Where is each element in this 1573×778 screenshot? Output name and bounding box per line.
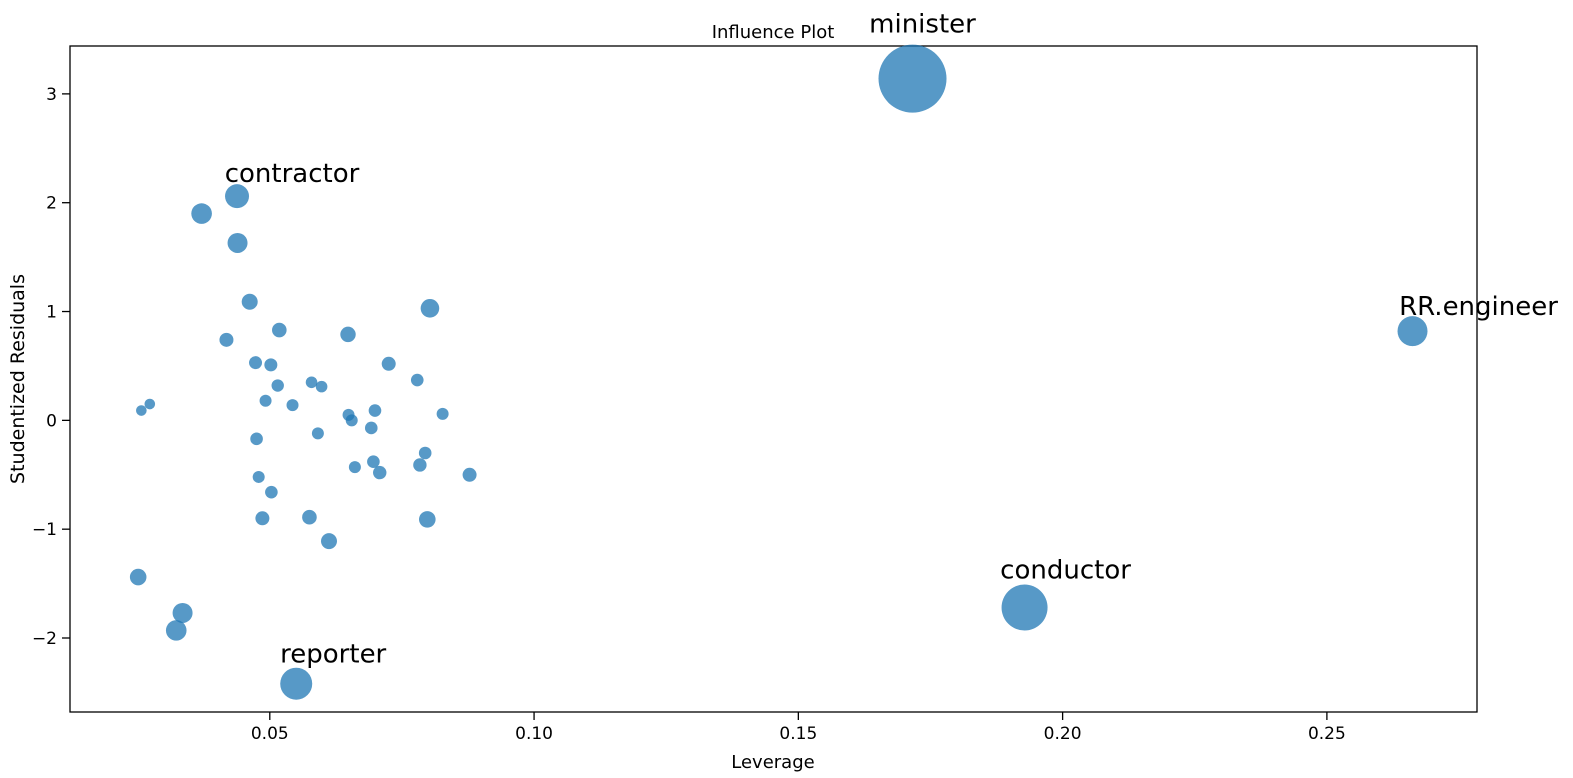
y-tick-label: 2: [46, 194, 57, 214]
point-label-contractor: contractor: [225, 159, 360, 189]
data-point-bubble: [305, 376, 318, 389]
data-point-bubble: [413, 458, 427, 472]
x-tick-label: 0.25: [1308, 724, 1346, 744]
x-tick-label: 0.10: [515, 724, 553, 744]
bubble-RR.engineer: [1397, 316, 1428, 347]
data-point-bubble: [418, 511, 436, 528]
data-point-bubble: [249, 356, 263, 370]
point-label-RR.engineer: RR.engineer: [1399, 292, 1558, 322]
data-point-bubble: [368, 404, 382, 417]
data-point-bubble: [462, 467, 477, 482]
data-point-bubble: [191, 203, 212, 224]
data-point-bubble: [410, 373, 424, 387]
data-point-bubble: [286, 399, 299, 412]
y-axis-label: Studentized Residuals: [7, 274, 29, 484]
axes-spines: [69, 45, 1478, 713]
data-point-bubble: [272, 322, 287, 338]
data-point-bubble: [436, 407, 449, 420]
data-point-bubble: [227, 232, 248, 253]
data-point-bubble: [265, 485, 278, 499]
data-point-bubble: [259, 394, 272, 407]
x-tick-label: 0.05: [251, 724, 289, 744]
x-tick-label: 0.20: [1044, 724, 1082, 744]
data-point-bubble: [271, 379, 284, 392]
data-point-bubble: [129, 568, 147, 586]
data-point-bubble: [345, 414, 358, 427]
bubble-reporter: [280, 667, 313, 700]
y-tick-label: 3: [46, 85, 57, 105]
data-point-bubble: [315, 380, 328, 393]
data-point-bubble: [302, 509, 317, 525]
data-point-bubble: [219, 332, 234, 347]
data-point-bubble: [165, 620, 187, 641]
axis-ticks: 0.05 0.10 0.15 0.20 0.25 −2 −1 0 1 2 3: [32, 85, 1346, 744]
data-point-bubble: [420, 298, 440, 318]
data-point-bubble: [340, 326, 356, 343]
x-axis-label: Leverage: [731, 752, 814, 773]
chart-title: Influence Plot: [712, 22, 835, 43]
data-point-bubble: [241, 293, 258, 310]
data-point-bubble: [252, 470, 265, 483]
y-tick-label: −2: [32, 629, 57, 649]
data-point-bubble: [367, 455, 380, 469]
bubble-contractor: [225, 184, 250, 209]
point-label-reporter: reporter: [280, 640, 386, 670]
data-point-bubble: [136, 405, 147, 416]
y-tick-label: 1: [46, 303, 57, 323]
point-label-minister: minister: [869, 10, 976, 40]
data-point-bubble: [144, 398, 156, 410]
data-point-bubble: [320, 533, 337, 550]
data-point-bubble: [264, 358, 278, 372]
data-point-bubble: [172, 602, 193, 623]
data-point-bubble: [373, 465, 387, 480]
data-point-bubble: [348, 461, 361, 474]
data-point-bubble: [250, 432, 263, 446]
data-point-bubble: [311, 427, 324, 440]
x-tick-label: 0.15: [779, 724, 817, 744]
y-tick-label: −1: [32, 520, 57, 540]
data-point-bubble: [381, 356, 396, 371]
bubble-minister: [878, 44, 947, 113]
data-point-bubble: [255, 511, 270, 526]
data-point-bubble: [418, 446, 432, 460]
y-tick-label: 0: [46, 411, 57, 431]
point-annotations: minister contractor RR.engineer conductor re…: [225, 10, 1559, 670]
data-point-bubble: [364, 421, 378, 435]
bubble-conductor: [1001, 584, 1048, 631]
point-label-conductor: conductor: [1000, 556, 1131, 586]
axes-frame: [69, 45, 1478, 713]
scatter-points: [129, 44, 1428, 700]
